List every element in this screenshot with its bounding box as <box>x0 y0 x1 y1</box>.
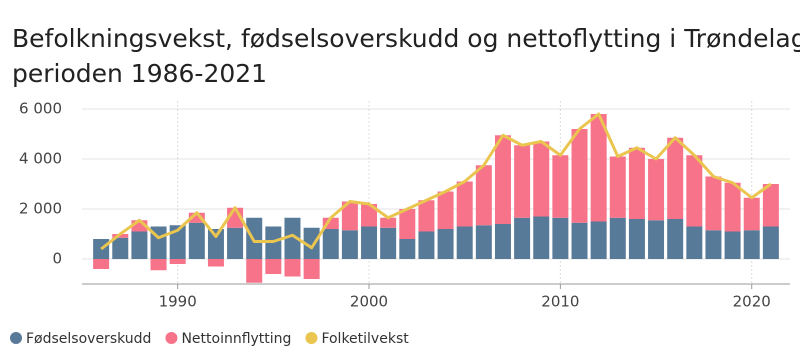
bar <box>322 229 339 259</box>
bar <box>418 200 435 232</box>
bar <box>131 231 148 259</box>
bar <box>705 176 722 231</box>
chart-title: Befolkningsvekst, fødselsoverskudd og ne… <box>12 24 800 53</box>
bar <box>609 156 626 218</box>
bar <box>303 227 320 259</box>
bar <box>131 220 148 232</box>
bar <box>667 219 684 259</box>
bar <box>743 230 760 259</box>
bar <box>207 259 224 267</box>
x-tick-label: 2010 <box>541 293 579 311</box>
bar <box>762 184 779 227</box>
bar <box>724 231 741 259</box>
bar <box>533 216 550 259</box>
bar <box>303 259 320 279</box>
bar <box>380 217 397 228</box>
bar <box>380 227 397 259</box>
bar <box>705 230 722 259</box>
line <box>100 112 772 251</box>
bar <box>475 225 492 259</box>
bar <box>686 155 703 227</box>
bar <box>418 231 435 259</box>
x-tick-label: 1990 <box>159 293 197 311</box>
x-tick-label: 2000 <box>350 293 388 311</box>
bar <box>494 135 511 224</box>
bar <box>399 239 416 259</box>
bar <box>475 165 492 226</box>
y-tick-label: 2 000 <box>19 200 62 218</box>
bar <box>743 197 760 231</box>
bar <box>456 181 473 227</box>
bar <box>514 217 531 259</box>
bar <box>494 224 511 259</box>
bar <box>571 222 588 259</box>
bar <box>284 259 301 277</box>
bar <box>590 221 607 259</box>
bar <box>686 226 703 259</box>
bar <box>667 137 684 219</box>
bar <box>648 159 665 221</box>
bar <box>227 227 244 259</box>
legend-swatch <box>165 332 178 344</box>
y-tick-label: 6 000 <box>19 100 62 118</box>
bar <box>246 259 263 283</box>
bar <box>437 229 454 259</box>
legend-label: Nettoinnflytting <box>181 331 291 347</box>
legend-label: Folketilvekst <box>321 331 409 347</box>
bar <box>533 141 550 217</box>
bar <box>437 191 454 229</box>
bar <box>361 226 378 259</box>
bar <box>762 226 779 259</box>
bar <box>552 155 569 218</box>
bar <box>514 145 531 218</box>
chart-title: perioden 1986-2021 <box>12 59 267 88</box>
bar <box>284 217 301 259</box>
bar <box>150 259 167 271</box>
x-tick-label: 2020 <box>733 293 771 311</box>
bar <box>112 237 129 259</box>
bar <box>188 212 205 223</box>
bar <box>552 217 569 259</box>
bar <box>399 209 416 239</box>
bar <box>246 217 263 259</box>
y-tick-label: 4 000 <box>19 150 62 168</box>
bar <box>590 114 607 222</box>
y-tick-label: 0 <box>52 250 62 268</box>
bar <box>571 129 588 223</box>
legend-swatch <box>305 332 318 344</box>
bar <box>93 259 110 269</box>
bar <box>628 219 645 259</box>
bar <box>169 225 186 259</box>
bar <box>456 226 473 259</box>
legend-swatch <box>10 332 22 344</box>
bar <box>169 259 186 264</box>
bar <box>609 217 626 259</box>
bar <box>724 182 741 232</box>
bar <box>265 259 282 274</box>
bar <box>341 201 358 231</box>
legend-label: Fødselsoverskudd <box>26 331 151 347</box>
bar <box>648 220 665 259</box>
bar <box>628 147 645 219</box>
bar <box>361 204 378 227</box>
bar <box>207 229 224 259</box>
bar <box>322 217 339 229</box>
bar <box>188 222 205 259</box>
bar <box>341 230 358 259</box>
